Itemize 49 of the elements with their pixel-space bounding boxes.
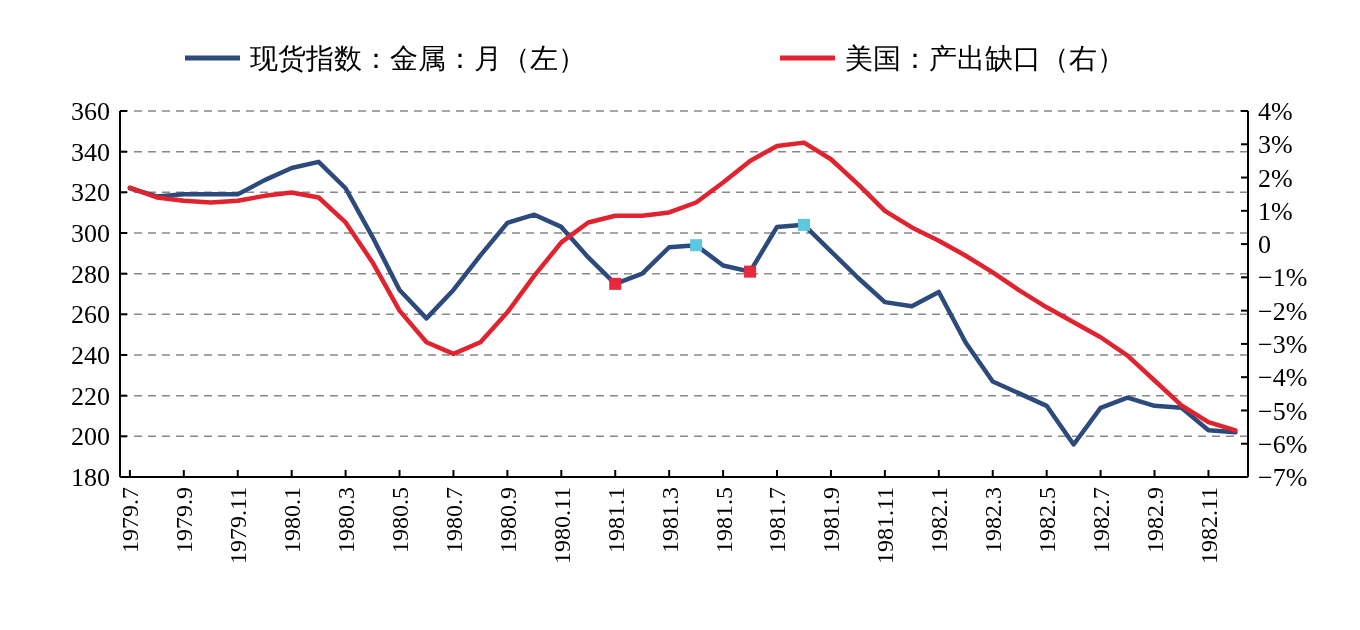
y2-tick-label: −3% [1258, 330, 1308, 360]
x-tick-label: 1982.7 [1088, 487, 1114, 553]
y2-tick-label: −7% [1258, 463, 1308, 493]
x-tick-label: 1981.3 [656, 487, 683, 553]
y-tick-label: 340 [71, 137, 110, 167]
x-tick-label: 1980.7 [440, 487, 467, 553]
x-tick-label: 1982.1 [926, 487, 953, 553]
x-tick-label: 1982.5 [1034, 487, 1061, 553]
x-tick-label: 1979.9 [171, 487, 198, 553]
y-tick-label: 260 [71, 300, 110, 330]
y2-tick-label: −1% [1258, 263, 1308, 293]
x-tick-label: 1979.7 [117, 487, 144, 553]
y-tick-label: 200 [71, 422, 110, 452]
y2-tick-label: 1% [1258, 196, 1293, 226]
y-tick-label: 280 [71, 259, 110, 289]
y-tick-label: 220 [71, 381, 110, 411]
x-tick-label: 1980.3 [333, 487, 359, 553]
x-tick-label: 1980.11 [548, 487, 575, 565]
y-tick-label: 360 [71, 97, 110, 127]
x-tick-label: 1981.11 [872, 487, 899, 565]
point [609, 277, 622, 290]
y-tick-label: 300 [71, 219, 110, 249]
y2-tick-label: 4% [1258, 97, 1293, 127]
x-tick-label: 1982.9 [1141, 487, 1168, 553]
y-tick-label: 320 [71, 178, 110, 208]
x-tick-label: 1979.11 [225, 487, 252, 565]
point [690, 239, 703, 252]
point [744, 265, 757, 278]
x-tick-label: 1982.11 [1195, 487, 1222, 565]
legend-label: 现货指数：金属：月（左） [250, 42, 586, 74]
y2-tick-label: −6% [1258, 429, 1308, 459]
y2-tick-label: 0 [1258, 230, 1271, 260]
x-tick-label: 1980.5 [386, 487, 413, 553]
point [797, 218, 810, 231]
x-tick-label: 1981.5 [710, 487, 737, 553]
y2-tick-label: 3% [1258, 130, 1293, 160]
y2-tick-label: −4% [1258, 363, 1308, 393]
y2-tick-label: −5% [1258, 396, 1308, 426]
x-tick-label: 1982.3 [980, 487, 1007, 553]
y2-tick-label: −2% [1258, 296, 1308, 326]
x-tick-label: 1981.9 [818, 487, 845, 553]
y-tick-label: 240 [71, 341, 110, 371]
x-tick-label: 1981.7 [764, 487, 791, 553]
x-tick-label: 1981.1 [602, 487, 629, 553]
legend-label: 美国：产出缺口（右） [845, 42, 1125, 74]
y-tick-label: 180 [71, 463, 110, 493]
y2-tick-label: 2% [1258, 163, 1293, 193]
x-tick-label: 1980.1 [279, 487, 306, 553]
x-tick-label: 1980.9 [494, 487, 521, 553]
